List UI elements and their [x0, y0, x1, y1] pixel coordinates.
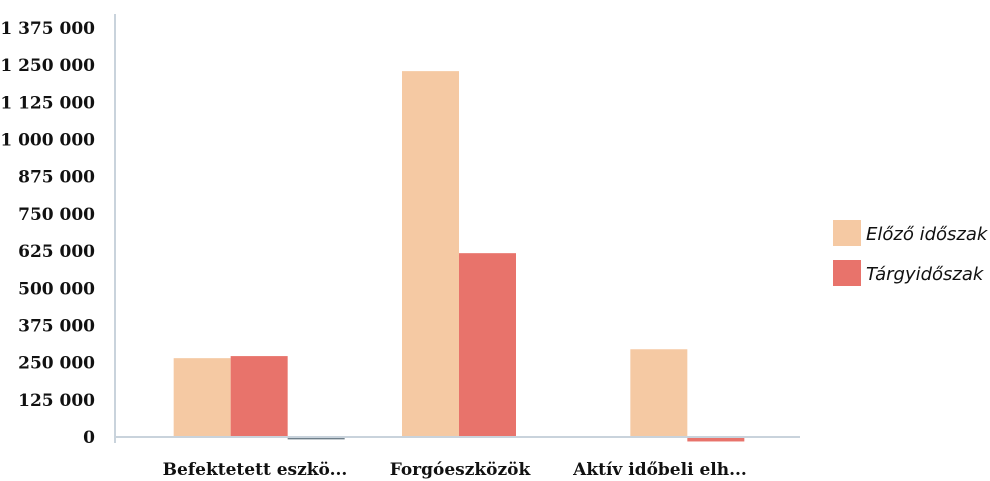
legend-label: Előző időszak: [866, 224, 989, 245]
y-axis-ticks: 0 125 000 250 000 375 000 500 000 625 000 750 …: [0, 19, 95, 448]
y-tick-label: 125 000: [18, 391, 95, 411]
bar: [173, 358, 231, 437]
legend-label: Tárgyidőszak: [866, 264, 985, 285]
bar: [459, 253, 516, 437]
bar: [402, 71, 459, 437]
y-tick-label: 625 000: [18, 242, 95, 262]
bars: [173, 71, 745, 442]
x-category-label: Forgóeszközök: [390, 460, 532, 480]
x-category-label: Befektetett eszkö...: [163, 460, 348, 480]
y-tick-label: 1 125 000: [0, 93, 95, 113]
y-tick-label: 0: [83, 428, 95, 448]
legend-swatch: [833, 260, 861, 286]
x-axis-categories: Befektetett eszkö... Forgóeszközök Aktív i…: [163, 460, 747, 480]
y-tick-label: 750 000: [18, 205, 95, 225]
bar: [230, 356, 288, 437]
y-tick-label: 1 250 000: [0, 56, 95, 76]
y-tick-label: 250 000: [18, 354, 95, 374]
bar: [687, 437, 745, 442]
y-tick-label: 1 000 000: [0, 131, 95, 151]
x-category-label: Aktív időbeli elh...: [572, 460, 747, 480]
y-tick-label: 375 000: [18, 316, 95, 336]
y-tick-label: 500 000: [18, 279, 95, 299]
bar: [630, 349, 688, 437]
legend-swatch: [833, 220, 861, 246]
y-tick-label: 1 375 000: [0, 19, 95, 39]
bar: [287, 437, 345, 440]
y-tick-label: 875 000: [18, 168, 95, 188]
legend: Előző időszak Tárgyidőszak: [833, 220, 989, 286]
